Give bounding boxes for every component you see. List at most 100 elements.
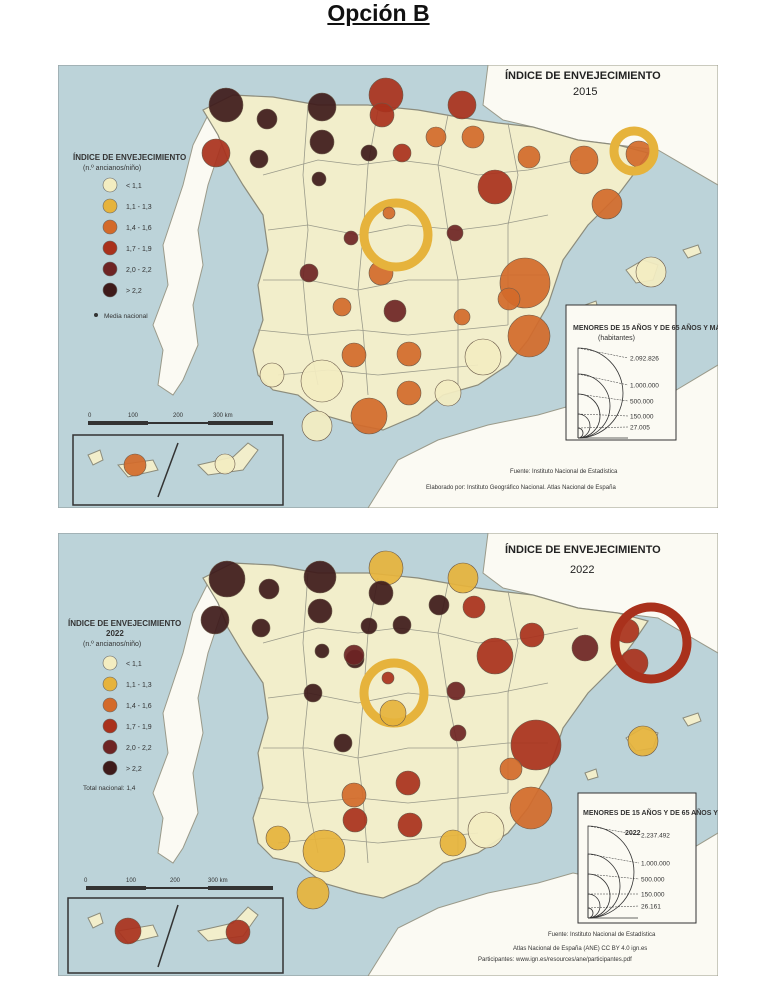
province-circle [201, 138, 231, 168]
province-circle [477, 169, 513, 205]
province-circle [296, 876, 330, 910]
province-circle [342, 807, 368, 833]
province-circle [383, 299, 407, 323]
province-circle [341, 342, 367, 368]
map-title: ÍNDICE DE ENVEJECIMIENTO [505, 69, 661, 82]
size-leader [587, 825, 640, 836]
legend-title: ÍNDICE DE ENVEJECIMIENTO [73, 153, 186, 162]
legend-swatch [102, 219, 118, 235]
legend-2022: ÍNDICE DE ENVEJECIMIENTO 2022 (n.º ancia… [68, 619, 181, 792]
legend-label: 2,0 - 2,2 [126, 745, 152, 752]
legend-swatch [102, 282, 118, 298]
size-value: 150.000 [641, 892, 665, 899]
province-circle [123, 453, 147, 477]
scale-bar [88, 421, 273, 425]
legend-swatch [102, 240, 118, 256]
map-year: 2015 [573, 86, 597, 98]
size-value: 26.161 [641, 904, 661, 911]
size-arc [587, 893, 601, 919]
legend-title: ÍNDICE DE ENVEJECIMIENTO [68, 619, 181, 628]
province-circle [258, 578, 280, 600]
legend-label: < 1,1 [126, 661, 142, 668]
legend-label: < 1,1 [126, 183, 142, 190]
province-circle [214, 453, 236, 475]
scale-label: 0 [88, 413, 92, 419]
legend-swatch [102, 676, 118, 692]
legend-year: 2022 [106, 629, 124, 638]
page-title: Opción B [327, 0, 430, 26]
province-circles [114, 550, 692, 945]
province-circle [392, 143, 412, 163]
size-value: 2.092.826 [630, 356, 659, 363]
size-legend-unit: (habitantes) [598, 335, 635, 342]
province-circle [350, 397, 388, 435]
province-circle [256, 108, 278, 130]
province-circle [517, 145, 541, 169]
scale-label: 300 km [208, 878, 228, 884]
province-circle [311, 171, 327, 187]
province-circle [333, 733, 353, 753]
size-leader [587, 873, 640, 880]
portugal [152, 114, 229, 396]
legend-national: Media nacional [104, 313, 148, 320]
province-circle [396, 380, 422, 406]
portugal [152, 582, 229, 864]
legend-label: 1,1 - 1,3 [126, 682, 152, 689]
province-circle [381, 671, 395, 685]
legend-label: 1,4 - 1,6 [126, 225, 152, 232]
size-arc [577, 373, 611, 439]
province-circle [208, 87, 244, 123]
size-value: 2.237.492 [641, 833, 670, 840]
size-legend-unit: 2022 [625, 830, 641, 837]
menorca [682, 244, 702, 259]
scale-label: 200 [173, 413, 184, 419]
province-circle [439, 829, 467, 857]
province-circle [453, 308, 471, 326]
province-circle [627, 725, 659, 757]
scale-label: 100 [126, 878, 137, 884]
province-circle [425, 126, 447, 148]
province-circle [509, 786, 553, 830]
province-circle [359, 198, 433, 272]
province-circle [114, 917, 142, 945]
size-legend-2015: MENORES DE 15 AÑOS Y DE 65 AÑOS Y MÁS (h… [565, 304, 718, 441]
legend-subtitle: (n.º ancianos/niño) [83, 165, 141, 172]
province-circle [299, 263, 319, 283]
province-circle [360, 144, 378, 162]
province-circle [476, 637, 514, 675]
province-circle [343, 230, 359, 246]
size-arc [577, 393, 601, 439]
province-circle [251, 618, 271, 638]
province-circle [569, 145, 599, 175]
province-circle [309, 129, 335, 155]
legend-label: 1,7 - 1,9 [126, 724, 152, 731]
province-circle [259, 362, 285, 388]
scale-label: 300 km [213, 413, 233, 419]
province-circle [464, 338, 502, 376]
province-circle [341, 782, 367, 808]
province-circle [332, 297, 352, 317]
size-value: 1.000.000 [641, 861, 670, 868]
province-circle [343, 644, 365, 666]
legend-swatch [102, 261, 118, 277]
province-circle [379, 699, 407, 727]
province-circle [397, 812, 423, 838]
size-arc [577, 413, 591, 439]
province-circle [635, 256, 667, 288]
legend-swatch [102, 655, 118, 671]
province-circle [499, 757, 523, 781]
inset-divider [157, 904, 179, 968]
province-circle [395, 770, 421, 796]
province-circle [446, 224, 464, 242]
legend-swatch [102, 739, 118, 755]
province-circle [519, 622, 545, 648]
national-dot [94, 313, 98, 317]
size-legend-title: MENORES DE 15 AÑOS Y DE 65 AÑOS Y MÁS [583, 808, 718, 817]
province-circles [123, 77, 667, 477]
inset-divider [157, 442, 179, 498]
size-leader [587, 905, 640, 909]
legend-label: > 2,2 [126, 288, 142, 295]
province-circle [396, 341, 422, 367]
credit: Atlas Nacional de España (ANE) CC BY 4.0… [513, 946, 647, 952]
province-circle [449, 724, 467, 742]
